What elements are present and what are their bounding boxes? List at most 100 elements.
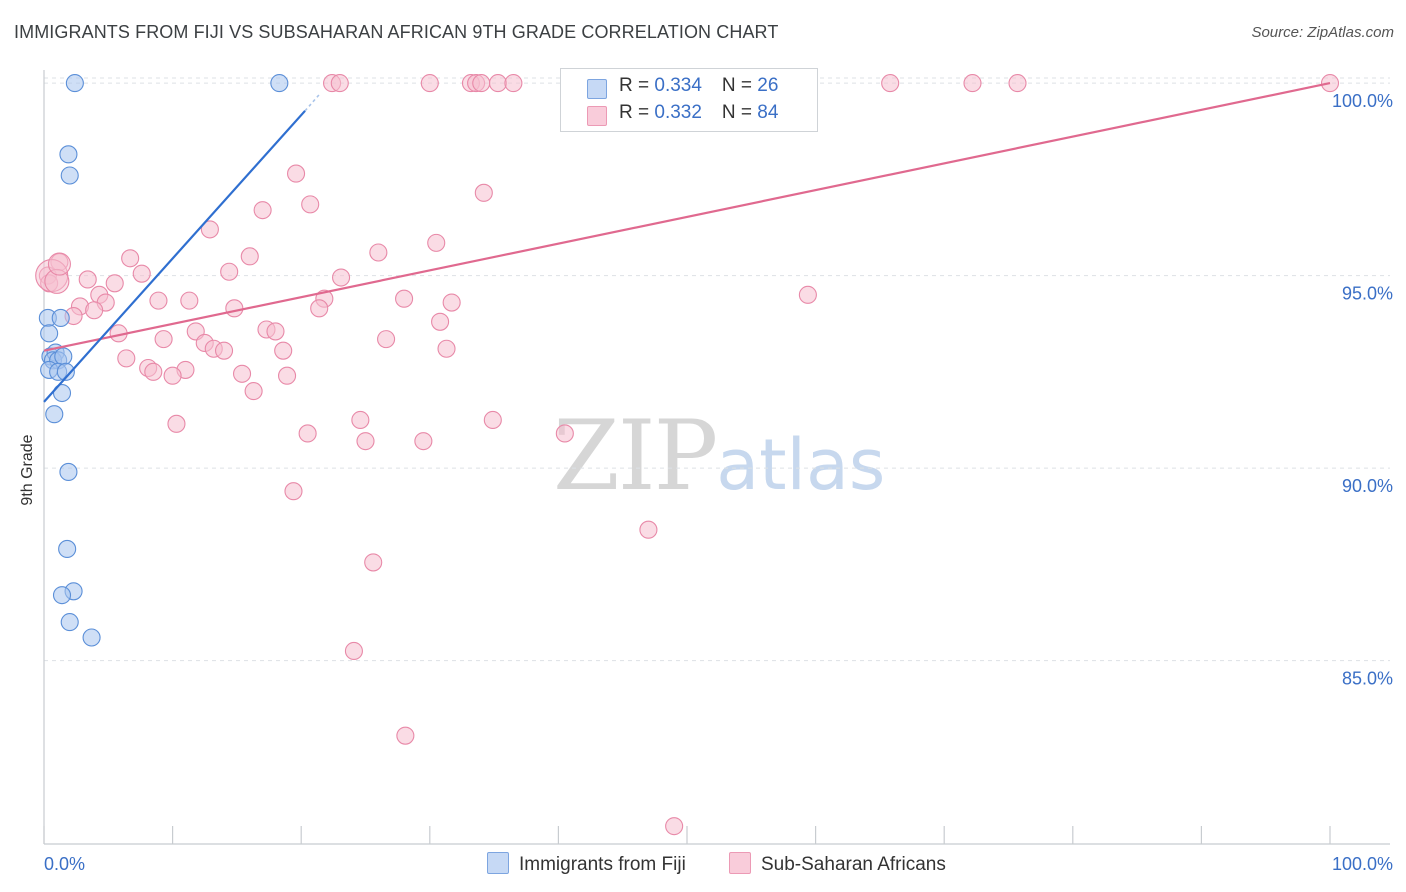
ssa-point (351, 410, 370, 430)
bottom-legend-label-ssa: Sub-Saharan Africans (761, 854, 946, 875)
ssa-point (180, 291, 199, 310)
ssa-point (244, 382, 263, 401)
ssa-point (85, 301, 104, 320)
ssa-point (332, 268, 351, 287)
watermark: ZIPatlas (553, 400, 885, 512)
legend-r-ssa: 0.332 (654, 102, 702, 123)
fiji-point (82, 628, 101, 647)
fiji-trend-line (43, 110, 306, 403)
fiji-point (52, 586, 72, 605)
ssa-point (344, 641, 363, 661)
legend-text-ssa: R = 0.332 N = 84 (619, 102, 779, 123)
ssa-point (163, 366, 182, 385)
ssa-point (639, 520, 658, 539)
ssa-point (225, 299, 244, 318)
ssa-point (474, 183, 493, 202)
bottom-legend-ssa: Sub-Saharan Africans (729, 852, 946, 876)
watermark-zip: ZIP (553, 400, 718, 512)
fiji-point (56, 362, 75, 381)
fiji-point (59, 145, 78, 164)
ssa-point (798, 285, 817, 304)
fiji-point (40, 324, 59, 343)
legend-n-fiji: 26 (757, 75, 779, 96)
ssa-point (504, 74, 523, 93)
ssa-point (483, 410, 502, 430)
fiji-point (65, 74, 84, 93)
ssa-point (149, 291, 168, 310)
ssa-point (377, 330, 396, 349)
watermark-atlas: atlas (716, 424, 886, 506)
ssa-point (121, 249, 140, 268)
ssa-point (427, 233, 446, 252)
ssa-point (395, 289, 414, 308)
legend-r-fiji: 0.334 (654, 75, 702, 96)
y-tick-label: 85.0% (1342, 669, 1393, 689)
bottom-legend-swatch-ssa (729, 852, 751, 874)
source-credit: Source: ZipAtlas.com (1251, 24, 1394, 41)
ssa-point (240, 247, 259, 266)
ssa-trend-line (43, 82, 1331, 352)
ssa-point (200, 220, 219, 239)
ssa-point (442, 293, 461, 312)
ssa-point (310, 299, 329, 318)
legend-text-fiji: R = 0.334 N = 26 (619, 75, 779, 96)
y-tick-label: 95.0% (1342, 284, 1393, 304)
chart-title: IMMIGRANTS FROM FIJI VS SUBSAHARAN AFRIC… (14, 22, 779, 42)
legend-swatch-fiji (587, 79, 607, 99)
ssa-point (144, 362, 163, 381)
ssa-point (154, 330, 173, 349)
ssa-point (472, 74, 491, 93)
ssa-point (431, 312, 450, 331)
ssa-point (278, 366, 297, 385)
ssa-point (117, 349, 136, 368)
fiji-point (54, 347, 73, 366)
ssa-point (369, 243, 388, 262)
ssa-point (274, 341, 293, 360)
ssa-point (287, 164, 306, 183)
ssa-point (330, 74, 349, 93)
fiji-point (59, 462, 78, 482)
ssa-point (105, 274, 124, 293)
ssa-point (437, 339, 456, 358)
ssa-point (881, 74, 900, 93)
ssa-point (253, 201, 272, 220)
fiji-point (60, 613, 79, 632)
ssa-point (420, 74, 439, 93)
stats-legend: R = 0.334 N = 26 R = 0.332 N = 84 (560, 68, 818, 132)
ssa-point (214, 341, 234, 360)
y-tick-label: 100.0% (1332, 91, 1393, 111)
y-tick-label: 90.0% (1342, 476, 1393, 496)
ssa-point (555, 424, 574, 443)
ssa-point (298, 424, 317, 443)
ssa-point (220, 262, 239, 281)
ssa-point (232, 364, 252, 383)
ssa-point (1008, 74, 1027, 93)
bottom-legend-label-fiji: Immigrants from Fiji (519, 854, 686, 875)
ssa-point (284, 482, 303, 501)
fiji-point (51, 308, 70, 328)
ssa-point (167, 414, 186, 433)
ssa-point (132, 264, 151, 283)
ssa-point (356, 432, 375, 451)
ssa-point (665, 817, 684, 836)
ssa-point (301, 195, 320, 214)
fiji-point (52, 383, 72, 403)
ssa-point (364, 553, 383, 572)
ssa-point (78, 270, 97, 289)
ssa-point (266, 322, 285, 341)
ssa-point (963, 74, 982, 93)
fiji-point (270, 74, 289, 93)
ssa-point (488, 74, 508, 93)
legend-n-ssa: 84 (757, 102, 779, 123)
fiji-point (60, 166, 79, 185)
fiji-point (58, 539, 77, 559)
ssa-point (396, 726, 415, 745)
legend-swatch-ssa (587, 106, 607, 126)
fiji-trend-extension (304, 94, 320, 112)
ssa-point (414, 432, 433, 451)
fiji-point (45, 405, 64, 424)
x-tick-label: 100.0% (1332, 854, 1393, 874)
x-tick-label: 0.0% (44, 854, 85, 874)
ssa-point-cluster (47, 252, 71, 276)
